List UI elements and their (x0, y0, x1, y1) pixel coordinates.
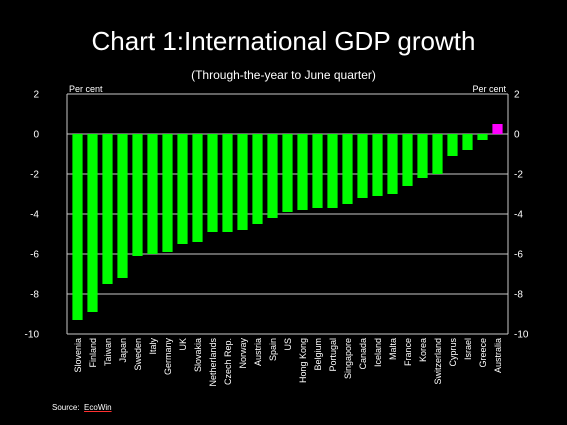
x-category-label: Italy (148, 338, 158, 355)
bar-taiwan (102, 134, 113, 284)
x-category-label: UK (178, 338, 188, 351)
bar-italy (147, 134, 158, 254)
x-category-label: Israel (463, 338, 473, 360)
x-category-label: Germany (163, 338, 173, 376)
bar-korea (417, 134, 428, 178)
y-tick-label-right: 0 (514, 130, 520, 141)
y-tick-label-left: 0 (33, 130, 39, 141)
bar-malta (387, 134, 398, 194)
bar-australia (492, 124, 503, 134)
x-category-label: Canada (358, 338, 368, 370)
bar-slovakia (192, 134, 203, 242)
bar-cyprus (447, 134, 458, 156)
y-tick-label-left: -6 (30, 250, 39, 261)
x-category-label: Spain (268, 338, 278, 361)
y-tick-label-left: 2 (33, 90, 39, 101)
bar-austria (252, 134, 263, 224)
y-tick-label-left: -2 (30, 170, 39, 181)
axis-labels: 2 2 0 0 -2 -2 -4 -4 -6 -6 -8 -8 -10 -10 Per cent Per ce… (25, 84, 529, 387)
x-category-label: Finland (88, 338, 98, 368)
chart-subtitle: (Through-the-year to June quarter) (191, 68, 376, 82)
bar-netherlands (207, 134, 218, 232)
bar-france (402, 134, 413, 186)
y-tick-label-right: -10 (514, 330, 529, 341)
bar-greece (477, 134, 488, 140)
x-category-label: Taiwan (103, 338, 113, 366)
bar-uk (177, 134, 188, 244)
bar-iceland (372, 134, 383, 196)
x-category-label: Austria (253, 338, 263, 366)
x-category-label: Greece (478, 338, 488, 368)
bar-finland (87, 134, 98, 312)
bars (72, 124, 503, 320)
bar-slovenia (72, 134, 83, 320)
y-tick-label-left: -4 (30, 210, 39, 221)
y-tick-label-left: -8 (30, 290, 39, 301)
x-category-label: Slovakia (193, 338, 203, 372)
x-category-label: Hong Kong (298, 338, 308, 383)
bar-portugal (327, 134, 338, 208)
y-tick-label-right: -4 (514, 210, 523, 221)
bar-singapore (342, 134, 353, 204)
y-axis-title-right: Per cent (472, 84, 506, 94)
bar-hong-kong (297, 134, 308, 210)
bar-switzerland (432, 134, 443, 174)
chart-title: Chart 1:International GDP growth (91, 26, 476, 56)
x-category-label: Portugal (328, 338, 338, 372)
x-category-label: France (403, 338, 413, 366)
axes (66, 94, 509, 334)
y-tick-label-right: 2 (514, 90, 520, 101)
source-name: EcoWin (84, 403, 112, 412)
bar-japan (117, 134, 128, 278)
x-category-label: Sweden (133, 338, 143, 371)
x-category-label: Malta (388, 338, 398, 360)
x-category-label: Japan (118, 338, 128, 363)
y-tick-label-left: -10 (25, 330, 40, 341)
x-category-label: Singapore (343, 338, 353, 379)
x-category-label: Switzerland (433, 338, 443, 385)
bar-spain (267, 134, 278, 218)
bar-canada (357, 134, 368, 198)
x-category-label: Slovenia (73, 338, 83, 373)
bar-belgium (312, 134, 323, 208)
x-category-label: Korea (418, 338, 428, 362)
bar-us (282, 134, 293, 212)
x-category-label: US (283, 338, 293, 351)
x-category-label: Cyprus (448, 338, 458, 367)
source-note: Source: EcoWin (52, 403, 112, 412)
y-tick-label-right: -2 (514, 170, 523, 181)
bar-norway (237, 134, 248, 230)
y-tick-label-right: -6 (514, 250, 523, 261)
bar-czech-rep (222, 134, 233, 232)
x-category-label: Czech Rep. (223, 338, 233, 385)
x-category-label: Netherlands (208, 338, 218, 387)
x-category-label: Norway (238, 338, 248, 369)
bar-germany (162, 134, 173, 252)
bar-sweden (132, 134, 143, 256)
x-category-label: Iceland (373, 338, 383, 367)
x-category-label: Australia (493, 338, 503, 373)
y-axis-title-left: Per cent (69, 84, 103, 94)
source-label: Source: (52, 403, 80, 412)
y-tick-label-right: -8 (514, 290, 523, 301)
bar-israel (462, 134, 473, 150)
x-category-label: Belgium (313, 338, 323, 371)
